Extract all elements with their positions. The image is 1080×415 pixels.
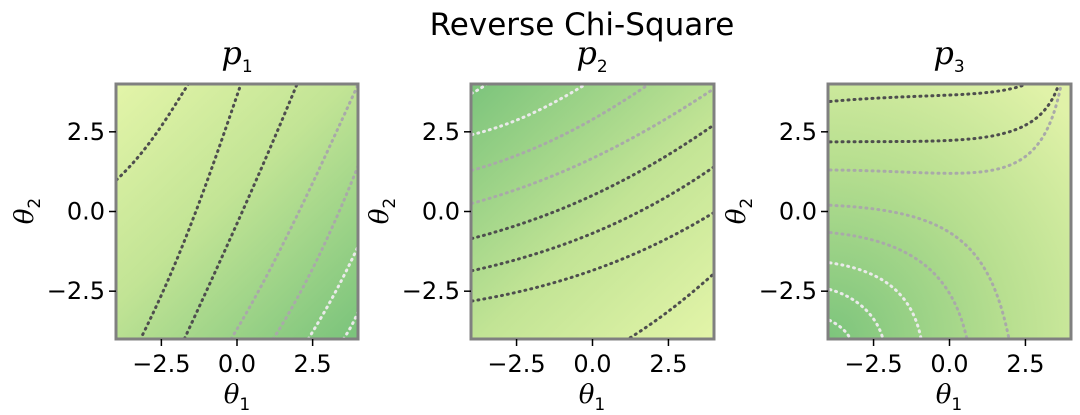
panel-1: p1 −2.5 0.0 2.5 −2.5 0.0 2.5 θ1 θ2 — [10, 34, 362, 415]
panel-1-xtick-label: 0.0 — [218, 350, 256, 378]
panel-3-ylabel: θ2 — [722, 198, 757, 224]
panel-3-xlabel: θ1 — [936, 380, 962, 415]
panel-3-xtick-label: −2.5 — [844, 350, 902, 378]
panel-2-xlabel: θ1 — [579, 380, 605, 415]
panel-1-title: p1 — [221, 34, 252, 77]
panel-3-ytick-label: 2.5 — [779, 118, 817, 146]
panel-3-ytick-label: −2.5 — [759, 277, 817, 305]
panel-2-xtick-label: 0.0 — [573, 350, 611, 378]
panel-2: p2 −2.5 0.0 2.5−2.50.02.5 θ1 θ2 — [365, 34, 718, 415]
panel-3-title: p3 — [933, 34, 964, 77]
panel-2-ylabel: θ2 — [365, 198, 400, 224]
panel-1-ytick-label: 0.0 — [67, 198, 105, 226]
panel-2-ytick-label: −2.5 — [402, 277, 460, 305]
panel-2-heatmap — [471, 84, 714, 339]
panel-1-ylabel: θ2 — [10, 198, 45, 224]
panel-1-xtick-label: 2.5 — [294, 350, 332, 378]
panel-1-xlabel: θ1 — [224, 380, 250, 415]
panel-1-ytick-label: 2.5 — [67, 118, 105, 146]
panel-1-heatmap — [116, 84, 358, 339]
panel-2-xtick-label: −2.5 — [487, 350, 545, 378]
panel-1-xtick-label: −2.5 — [132, 350, 190, 378]
panel-3-xtick-label: 0.0 — [930, 350, 968, 378]
panel-3-xtick-label: 2.5 — [1006, 350, 1044, 378]
panel-1-ytick-label: −2.5 — [47, 277, 105, 305]
panel-3: p3 −2.5 0.0 2.5 −2.5 0.0 2.5 θ1 θ2 — [722, 34, 1071, 415]
panel-3-heatmap — [828, 84, 1071, 339]
panel-3-ytick-label: 0.0 — [779, 198, 817, 226]
panel-2-xtick-label: 2.5 — [649, 350, 687, 378]
panel-2-ytick-label: 0.0 — [422, 198, 460, 226]
panel-2-ytick-label: 2.5 — [422, 118, 460, 146]
